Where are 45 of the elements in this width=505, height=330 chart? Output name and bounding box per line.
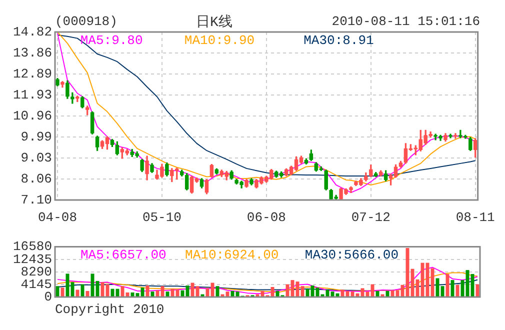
bar — [86, 290, 90, 296]
y-tick-label: 12.89 — [12, 66, 52, 82]
bar — [386, 290, 390, 296]
text: Copyright 2010 — [55, 302, 164, 317]
bar — [216, 286, 220, 296]
text: MA10:6924.00 — [185, 248, 279, 263]
bar — [476, 284, 480, 296]
text: MA10:9.90 — [184, 32, 255, 48]
x-tick-label: 05-10 — [142, 210, 182, 226]
bar — [150, 292, 154, 296]
text: MA30:5666.00 — [304, 248, 399, 263]
chart-title: (000918) — [55, 14, 118, 29]
y-tick-label: 0 — [44, 289, 52, 304]
bar — [146, 285, 150, 296]
y-tick-label: 8.06 — [20, 172, 52, 187]
bar — [56, 286, 60, 296]
y-tick-label: 11.93 — [12, 87, 52, 102]
bar — [376, 290, 380, 296]
y-tick-label: 9.99 — [20, 130, 52, 145]
candlestick — [448, 134, 452, 138]
y-tick-label: 7.10 — [20, 192, 52, 208]
x-tick-label: 04-08 — [38, 210, 77, 226]
series-label: MA5:6657.00 — [80, 248, 166, 263]
bar — [446, 274, 450, 296]
x-tick-label: 06-08 — [246, 210, 286, 226]
bar — [456, 284, 460, 296]
y-tick-label: 12435 — [12, 252, 52, 267]
bar — [166, 292, 170, 296]
bar — [60, 288, 64, 296]
text: 2010-08-11 15:01:16 — [332, 14, 480, 29]
y-tick-label: 9.03 — [20, 150, 52, 166]
series-label: MA5:9.80 — [80, 32, 143, 48]
x-tick-label: 07-12 — [351, 210, 390, 226]
bar — [80, 284, 84, 296]
x-tick-label: 08-11 — [456, 210, 496, 226]
y-tick-label: 10.96 — [12, 108, 52, 124]
bar — [76, 290, 80, 296]
y-tick-label: 16580 — [12, 239, 52, 254]
y-tick-label: 14.82 — [12, 24, 52, 40]
y-tick-label: 8290 — [20, 264, 52, 280]
text: MA30:8.91 — [304, 32, 374, 48]
y-tick-label: 4145 — [20, 276, 52, 292]
chart-subtitle: 日K线 — [196, 14, 232, 31]
y-tick-label: 13.86 — [12, 45, 52, 60]
bar — [450, 280, 454, 296]
